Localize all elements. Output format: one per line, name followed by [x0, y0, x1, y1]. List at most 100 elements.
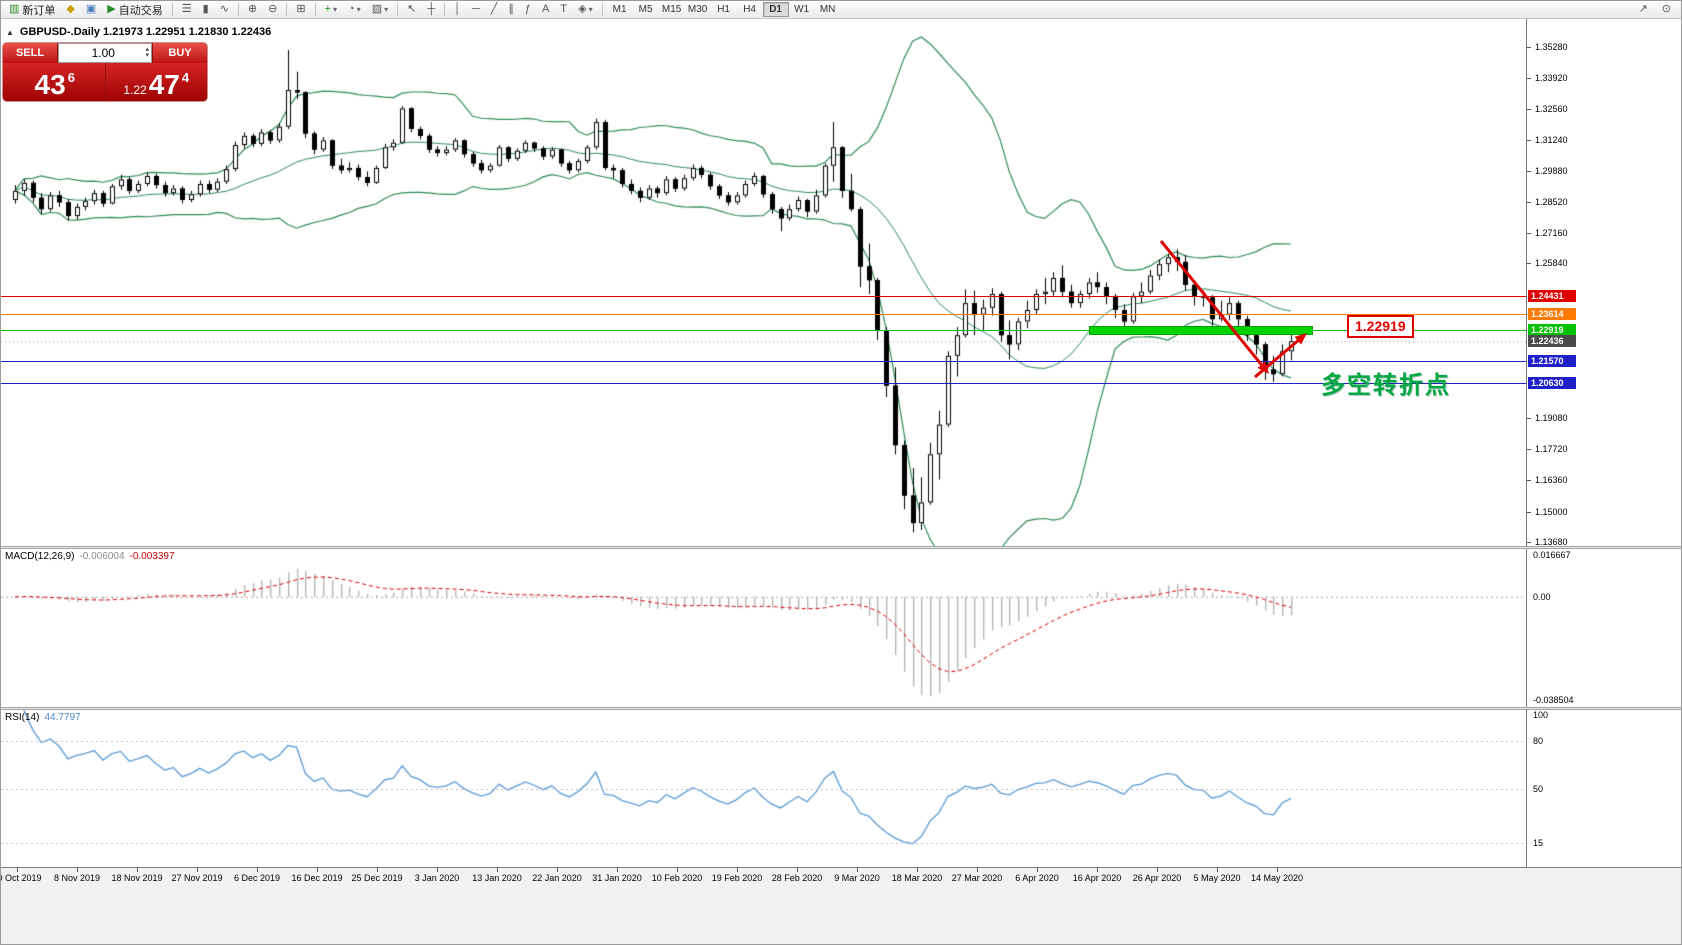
x-axis-label: 5 May 2020 [1193, 873, 1241, 883]
text-label-icon: T [560, 3, 568, 15]
terminal-button[interactable]: ▣ [81, 2, 101, 18]
x-axis-tick [377, 868, 378, 872]
buy-button[interactable]: BUY [153, 43, 207, 63]
spinner-down-icon[interactable]: ▾ [145, 52, 149, 59]
terminal-icon: ▣ [85, 3, 97, 15]
price-axis-label: 1.16360 [1535, 475, 1568, 486]
panel-separator[interactable] [1, 707, 1681, 710]
timeframe-m30[interactable]: M30 [685, 2, 711, 17]
macd-axis[interactable]: 0.016667 0.00 -0.038504 [1526, 549, 1681, 707]
trendline-button[interactable]: ╱ [486, 2, 503, 18]
search-button[interactable]: ⊙ [1657, 2, 1676, 18]
timeframe-m1[interactable]: M1 [607, 2, 633, 17]
autotrading-button[interactable]: ▶ 自动交易 [102, 2, 167, 18]
metaeditor-button[interactable]: ◆ [61, 2, 79, 18]
x-axis-label: 28 Feb 2020 [771, 873, 823, 883]
x-axis-label: 19 Feb 2020 [711, 873, 763, 883]
x-axis-label: 31 Jan 2020 [592, 873, 642, 883]
price-axis[interactable]: 1.35280 1.33920 1.32560 1.31240 1.29880 1.285… [1526, 19, 1681, 546]
price-level-label: 1.23614 [1528, 308, 1576, 321]
zoom-out-icon: ⊖ [268, 3, 278, 15]
price-callout[interactable]: 1.22919 [1347, 315, 1414, 338]
time-axis[interactable]: 30 Oct 2019 8 Nov 2019 18 Nov 2019 27 Nov 2… [1, 867, 1681, 944]
x-axis-label: 22 Jan 2020 [532, 873, 582, 883]
text-tool-icon: A [542, 3, 550, 15]
x-axis-label: 27 Nov 2019 [171, 873, 223, 883]
macd-signal-value: -0.003397 [129, 551, 175, 562]
x-axis-tick [257, 868, 258, 872]
rsi-value: 44.7797 [44, 712, 81, 723]
buy-price-display[interactable]: 1.22 47 4 [105, 63, 207, 101]
x-axis-tick [1217, 868, 1218, 872]
periods-icon: ◔ [348, 3, 355, 15]
x-axis-label: 16 Dec 2019 [291, 873, 343, 883]
new-order-button[interactable]: ▥ 新订单 [4, 2, 60, 18]
tile-windows-button[interactable]: ⊞ [291, 2, 310, 18]
price-axis-tick [1527, 263, 1531, 265]
macd-axis-label: -0.038504 [1533, 695, 1574, 705]
x-axis-label: 27 Mar 2020 [951, 873, 1003, 883]
sell-button[interactable]: SELL [3, 43, 57, 63]
price-axis-label: 1.27160 [1535, 228, 1568, 238]
quick-navigation-button[interactable]: ↗ [1634, 2, 1653, 18]
rsi-axis-label: 100 [1533, 710, 1549, 720]
shapes-button[interactable]: ◈ ▾ [573, 2, 597, 18]
cursor-button[interactable]: ↖ [402, 2, 421, 18]
vertical-line-button[interactable]: │ [449, 2, 466, 18]
crosshair-button[interactable]: ┼ [422, 2, 440, 18]
macd-axis-label: 0.00 [1533, 591, 1551, 602]
timeframe-d1[interactable]: D1 [762, 2, 789, 17]
x-axis-tick [857, 868, 858, 872]
search-icon: ⊙ [1661, 3, 1671, 15]
timeframe-m15[interactable]: M15 [659, 2, 685, 17]
templates-button[interactable]: ▨ ▾ [367, 2, 393, 18]
text-label-button[interactable]: T [555, 2, 572, 18]
price-axis-label: 1.13680 [1535, 536, 1568, 546]
bar-chart-button[interactable]: ☰ [177, 2, 197, 18]
fibonacci-button[interactable]: ƒ [520, 2, 536, 18]
x-axis-label: 6 Apr 2020 [1015, 873, 1059, 883]
line-chart-button[interactable]: ∿ [215, 2, 234, 18]
channel-button[interactable]: ∥ [503, 2, 519, 18]
rsi-axis[interactable]: 100 80 50 15 [1526, 710, 1681, 867]
zoom-in-button[interactable]: ⊕ [243, 2, 262, 18]
price-axis-tick [1527, 480, 1531, 482]
line-chart-icon: ∿ [219, 3, 229, 15]
price-level-label: 1.24431 [1528, 289, 1576, 302]
macd-title: MACD(12,26,9) [5, 551, 75, 562]
candlestick-chart-button[interactable]: ▮ [198, 2, 214, 18]
indicators-button[interactable]: + ▾ [320, 2, 342, 18]
price-chart-panel: ▲ GBPUSD-.Daily 1.21973 1.22951 1.21830 … [1, 19, 1526, 546]
price-axis-label: 1.25840 [1535, 258, 1568, 269]
x-axis-tick [1097, 868, 1098, 872]
timeframe-w1[interactable]: W1 [789, 2, 815, 17]
text-tool-button[interactable]: A [537, 2, 554, 18]
macd-canvas[interactable] [1, 549, 1526, 707]
pointer-icon: ↗ [1638, 3, 1648, 15]
price-level-label: 1.22919 [1528, 324, 1576, 337]
timeframe-m5[interactable]: M5 [633, 2, 659, 17]
x-axis-tick [797, 868, 798, 872]
timeframe-mn[interactable]: MN [815, 2, 841, 17]
collapse-panel-icon[interactable]: ▲ [6, 27, 14, 37]
timeframe-group: M1 M5 M15 M30 H1 H4 D1 W1 MN [607, 2, 841, 17]
price-axis-label: 1.15000 [1535, 506, 1568, 517]
sell-price-display[interactable]: 43 6 [3, 63, 105, 101]
x-axis-tick [977, 868, 978, 872]
panel-separator[interactable] [1, 546, 1681, 549]
templates-icon: ▨ [371, 3, 383, 15]
price-axis-tick [1527, 139, 1531, 141]
price-axis-tick [1527, 511, 1531, 513]
price-axis-label: 1.17720 [1535, 444, 1568, 455]
timeframe-h1[interactable]: H1 [711, 2, 737, 17]
horizontal-line-button[interactable]: ─ [467, 2, 485, 18]
volume-input[interactable] [61, 46, 146, 60]
price-axis-label: 1.19080 [1535, 413, 1568, 424]
timeframe-h4[interactable]: H4 [737, 2, 763, 17]
spinner-up-icon[interactable]: ▴ [145, 46, 149, 53]
macd-label: MACD(12,26,9) -0.006004 -0.003397 [5, 551, 175, 562]
price-chart-canvas[interactable] [1, 19, 1526, 546]
periods-button[interactable]: ◔ ▾ [343, 2, 366, 18]
zoom-out-button[interactable]: ⊖ [263, 2, 282, 18]
